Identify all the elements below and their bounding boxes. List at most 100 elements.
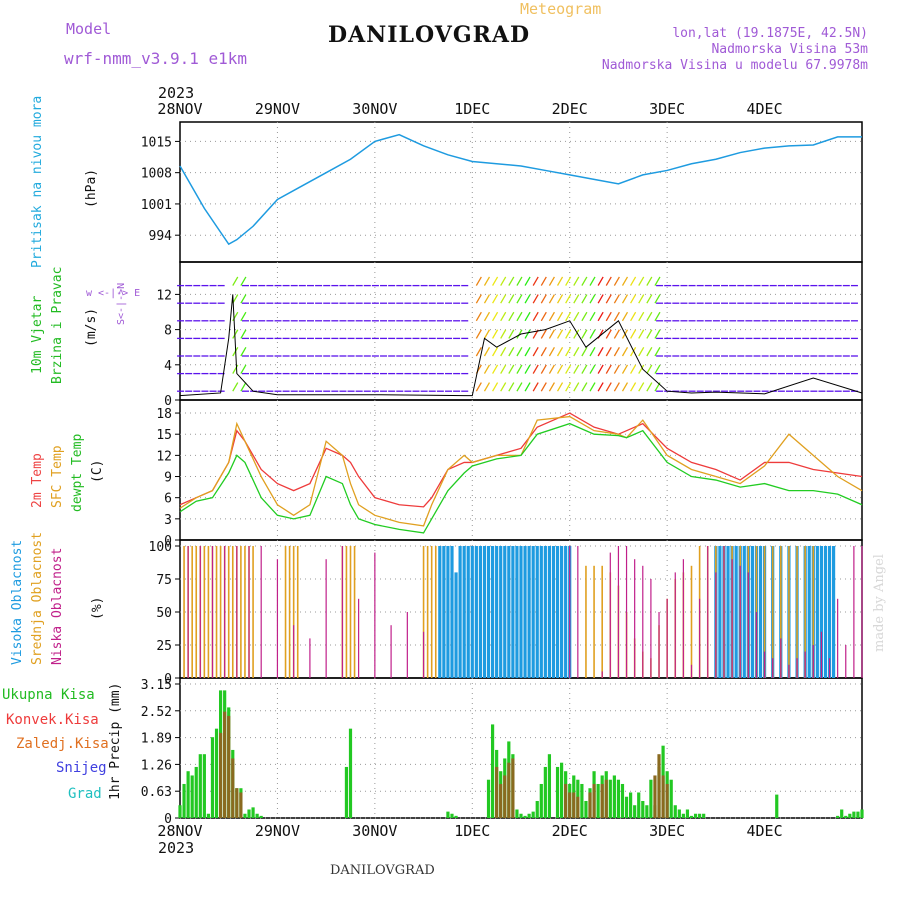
wind-arrow	[646, 347, 653, 357]
precip-label-4: Snijeg	[56, 760, 107, 776]
cloud-bar-mid	[690, 565, 693, 678]
precip-total-bar	[194, 766, 198, 818]
wind-arrow	[548, 276, 555, 286]
wind-arrow	[565, 382, 572, 392]
cloud-bar-mid	[288, 546, 291, 678]
wind-arrow	[492, 294, 499, 304]
precip-total-bar	[685, 809, 690, 818]
precip-conv-bar	[592, 783, 596, 818]
precip-conv-bar	[218, 732, 223, 818]
meteogram-label: Meteogram	[520, 0, 602, 18]
wind-arrow	[516, 276, 523, 286]
cloud-bar-low	[236, 546, 238, 678]
wind-arrow	[508, 382, 515, 392]
wind-arrow	[240, 382, 247, 392]
cloud-bar-low	[723, 546, 725, 678]
wind-arrow	[565, 311, 572, 322]
precip-total-bar	[251, 807, 255, 818]
precip-total-bar	[344, 766, 349, 818]
wind-arrow	[565, 347, 572, 357]
ytick-label-precip: 0.63	[141, 785, 172, 800]
wind-arrow	[573, 294, 580, 304]
cloud-bar-low	[690, 664, 693, 678]
time-label-bottom: 4DEC	[747, 822, 783, 840]
ytick-label-cloud: 25	[156, 639, 172, 654]
ytick-label-wind: 8	[164, 324, 172, 339]
cloud-bar-high	[519, 546, 523, 678]
precip-total-bar	[698, 813, 702, 818]
cloud-bar-mid	[244, 546, 246, 678]
cloud-bar-low	[577, 546, 579, 678]
wind-arrow	[492, 382, 499, 392]
wind-arrow	[646, 364, 653, 374]
ytick-label-precip: 1.89	[141, 732, 172, 747]
precip-total-bar	[633, 805, 637, 818]
wind-arrow	[646, 276, 653, 286]
wind-arrow	[240, 329, 247, 339]
cloud-bar-high	[438, 546, 442, 678]
time-label-top: 4DEC	[747, 100, 783, 118]
cloud-bar-high	[478, 546, 483, 678]
wind-arrow	[508, 311, 515, 322]
cloud-bar-mid	[240, 546, 242, 678]
cloud-bar-mid	[215, 546, 218, 678]
cloud-bar-mid	[191, 546, 193, 678]
cloud-bar-low	[828, 658, 831, 678]
wind-arrow	[240, 347, 247, 357]
ytick-label-precip: 3.15	[141, 678, 172, 693]
wind-arrow	[654, 276, 661, 286]
precip-total-bar	[543, 766, 547, 818]
precip-conv-bar	[600, 783, 604, 818]
precip-conv-bar	[604, 779, 608, 818]
cloud-bar-low	[211, 546, 214, 678]
cloud-bar-high	[527, 546, 531, 678]
ytick-label-pressure: 1008	[141, 167, 172, 182]
wind-arrow	[597, 294, 604, 304]
wind-arrow	[475, 329, 482, 339]
wind-arrow	[646, 294, 653, 304]
cloud-bar-mid	[796, 546, 798, 678]
wind-arrow	[516, 294, 523, 304]
cloud-bar-high	[515, 546, 519, 678]
wind-arrow	[638, 347, 645, 357]
ytick-label-pressure: 1015	[141, 135, 172, 150]
wind-arrow	[638, 364, 645, 374]
precip-conv-bar	[495, 766, 499, 818]
precip-total-bar	[689, 815, 694, 818]
precip-total-bar	[446, 811, 450, 818]
wind-arrow	[630, 364, 637, 374]
cloud-bar-mid	[284, 546, 287, 678]
precip-conv-bar	[588, 792, 592, 818]
footer-title: DANILOVGRAD	[330, 863, 435, 878]
cloud-bar-low	[617, 546, 620, 678]
wind-arrow	[630, 329, 637, 339]
wind-arrow	[589, 364, 596, 374]
cloud-bar-low	[812, 645, 814, 678]
wind-arrow	[240, 276, 247, 286]
cloud-bar-high	[482, 546, 487, 678]
wind-arrow	[573, 276, 580, 286]
ytick-label-temp: 9	[164, 471, 172, 486]
cloud-bar-high	[486, 546, 491, 678]
precip-total-bar	[629, 792, 633, 818]
wind-arrow	[597, 347, 604, 357]
cloud-bar-low	[837, 598, 839, 678]
time-label-bottom: 2DEC	[552, 822, 588, 840]
precip-total-bar	[454, 815, 458, 818]
wind-arrow	[581, 294, 588, 304]
wind-arrow	[597, 311, 604, 322]
cloud-bar-low	[260, 546, 262, 678]
cloud-bar-high	[815, 546, 819, 678]
precip-conv-bar	[231, 758, 235, 818]
cloud-bar-low	[666, 598, 668, 678]
cloud-bar-low	[224, 546, 226, 678]
cloud-bar-low	[390, 625, 392, 678]
wind-arrow	[605, 382, 612, 392]
wind-arrow	[589, 329, 596, 339]
cloud-bar-high	[458, 546, 462, 678]
cloud-bar-low	[747, 572, 749, 678]
precip-total-bar	[490, 724, 495, 818]
wind-arrow	[589, 294, 596, 304]
sfc-temp-line	[179, 415, 863, 527]
wind-arrow	[483, 347, 491, 357]
